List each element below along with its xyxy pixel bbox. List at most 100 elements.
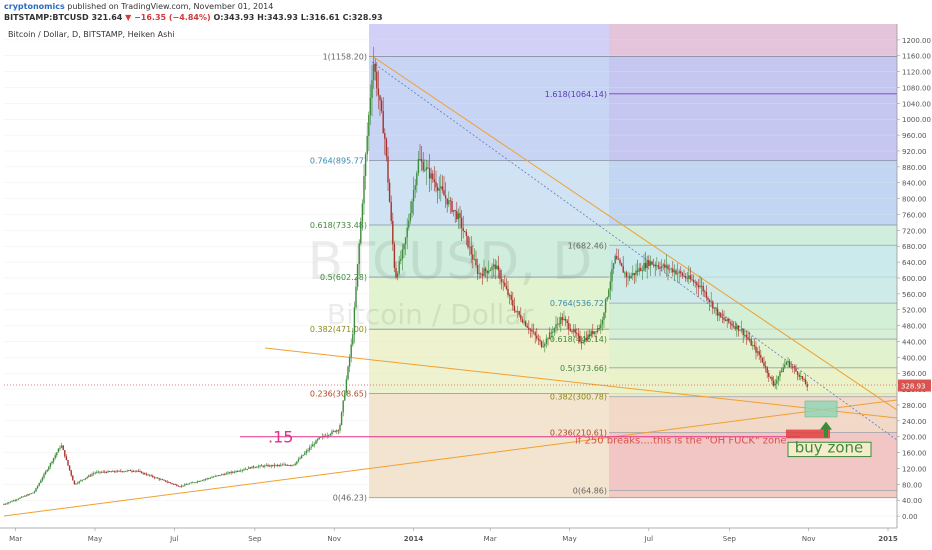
buy-zone-box xyxy=(804,400,838,418)
candle-body xyxy=(644,263,647,269)
candle-body xyxy=(572,329,575,332)
candle-body xyxy=(443,190,445,196)
candle-body xyxy=(92,473,95,475)
candle-body xyxy=(542,346,544,348)
symbol-label[interactable]: BITSTAMP:BTCUSD xyxy=(4,13,89,22)
candle-body xyxy=(166,481,168,483)
candle-body xyxy=(235,471,237,472)
candle-body xyxy=(489,269,492,272)
candle-body xyxy=(464,231,466,233)
fib2-band xyxy=(609,396,897,433)
candle-body xyxy=(688,275,690,279)
candle-body xyxy=(150,475,152,477)
candle-body xyxy=(476,265,479,275)
candle-body xyxy=(780,371,783,373)
candle-body xyxy=(467,235,469,248)
x-tick-label: 2014 xyxy=(404,535,424,543)
candle-body xyxy=(355,286,357,308)
candle-body xyxy=(225,473,228,475)
candle-body xyxy=(668,268,671,270)
candle-body xyxy=(152,475,154,477)
candle-body xyxy=(272,464,274,467)
x-tick-label: May xyxy=(562,535,576,543)
candle-body xyxy=(228,472,231,474)
fib2-level-label: 0.764(536.72) xyxy=(550,299,607,308)
candle-body xyxy=(606,297,608,300)
candle-body xyxy=(657,265,660,268)
candle-body xyxy=(345,379,348,393)
fib1-level-label: 0.236(308.65) xyxy=(310,390,367,399)
candle-body xyxy=(707,297,709,300)
candle-body xyxy=(67,459,69,466)
candle-body xyxy=(600,324,602,329)
candle-body xyxy=(680,271,682,274)
watermark-symbol: BTCUSD, D xyxy=(308,232,593,292)
candle-body xyxy=(516,311,519,313)
x-tick-label: Sep xyxy=(723,535,737,543)
candle-body xyxy=(193,482,196,484)
candle-body xyxy=(38,483,40,486)
price-chart[interactable]: BTCUSD, D Bitcoin / Dollar 1(1158.20) 0.76… xyxy=(0,24,932,550)
lower-resistance-line xyxy=(264,347,898,419)
candle-body xyxy=(724,319,727,321)
candle-body xyxy=(91,474,93,476)
candle-body xyxy=(347,366,349,380)
candle-body xyxy=(350,344,352,358)
candle-body xyxy=(236,471,239,472)
candle-body xyxy=(244,468,247,470)
candle-body xyxy=(385,138,388,157)
candle-body xyxy=(3,504,5,505)
candle-body xyxy=(638,267,640,272)
candle-body xyxy=(571,330,573,332)
candle-body xyxy=(452,210,455,212)
candle-body xyxy=(468,246,471,248)
candle-body xyxy=(192,482,194,484)
candle-body xyxy=(56,452,58,456)
candle-body xyxy=(156,477,159,479)
candle-body xyxy=(196,481,199,483)
candle-body xyxy=(46,469,48,472)
candle-body xyxy=(86,476,88,479)
candle-body xyxy=(230,471,232,474)
candle-body xyxy=(281,464,284,466)
candle-body xyxy=(432,173,434,180)
candle-body xyxy=(753,345,756,347)
candle-body xyxy=(776,379,778,384)
candle-body xyxy=(401,249,404,259)
candle-body xyxy=(366,135,368,155)
candle-body xyxy=(6,503,8,505)
author-link[interactable]: cryptonomics xyxy=(4,2,65,11)
candle-body xyxy=(763,362,765,367)
candle-body xyxy=(353,307,356,335)
candle-body xyxy=(560,317,562,325)
candle-body xyxy=(273,464,276,466)
candle-body xyxy=(280,464,282,466)
candle-body xyxy=(54,455,56,459)
candle-body xyxy=(614,256,616,264)
candle-body xyxy=(187,484,189,485)
candle-body xyxy=(145,474,148,475)
candle-body xyxy=(430,173,432,179)
candle-body xyxy=(620,263,623,267)
candle-body xyxy=(643,263,645,271)
candle-body xyxy=(662,264,664,267)
candle-body xyxy=(548,332,551,340)
candle-body xyxy=(83,479,85,481)
candle-body xyxy=(710,301,712,303)
candle-body xyxy=(43,474,45,478)
candle-body xyxy=(609,281,612,290)
candle-body xyxy=(436,187,439,191)
candle-body xyxy=(288,465,290,466)
candle-body xyxy=(740,328,743,331)
candle-body xyxy=(539,339,541,342)
candle-body xyxy=(259,465,261,467)
candle-body xyxy=(299,458,301,460)
candle-body xyxy=(641,270,644,272)
candle-body xyxy=(27,494,29,496)
candle-body xyxy=(792,366,794,368)
candle-body xyxy=(286,464,288,466)
x-tick-label: Jul xyxy=(169,535,179,543)
candle-body xyxy=(492,264,495,267)
candle-body xyxy=(579,335,581,342)
candle-body xyxy=(17,498,20,500)
